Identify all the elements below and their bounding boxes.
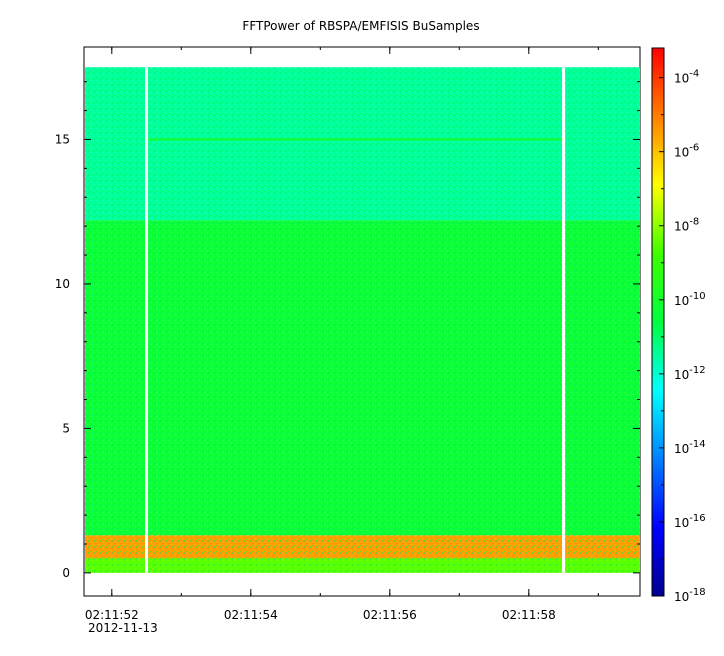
heatmap-texture bbox=[85, 220, 640, 536]
colorbar bbox=[651, 47, 665, 597]
y-tick-label: 5 bbox=[62, 421, 70, 435]
y-tick-label: 15 bbox=[55, 132, 70, 146]
data-gaps bbox=[145, 67, 566, 573]
heatmap-texture bbox=[85, 558, 640, 573]
heatmap-texture bbox=[85, 535, 640, 559]
x-date-label: 2012-11-13 bbox=[88, 621, 158, 635]
colorbar-tick-label: 10-10 bbox=[674, 291, 706, 308]
data-gap bbox=[145, 67, 149, 573]
y-tick-label: 0 bbox=[62, 566, 70, 580]
heatmap bbox=[85, 67, 640, 573]
colorbar-tick-label: 10-12 bbox=[674, 365, 706, 382]
x-tick-label: 02:11:54 bbox=[224, 608, 278, 622]
y-axis: 0 5 10 15 bbox=[55, 81, 640, 580]
x-axis: 2012-11-13 02:11:52 02:11:54 02:11:56 02:11… bbox=[85, 47, 599, 635]
x-tick-label: 02:11:58 bbox=[502, 608, 556, 622]
chart-title: FFTPower of RBSPA/EMFISIS BuSamples bbox=[242, 19, 479, 33]
colorbar-tick-label: 10-14 bbox=[674, 439, 706, 456]
y-tick-label: 10 bbox=[55, 277, 70, 291]
colorbar-tick-label: 10-4 bbox=[674, 69, 699, 86]
colorbar-tick-label: 10-18 bbox=[674, 587, 706, 604]
x-tick-label: 02:11:56 bbox=[363, 608, 417, 622]
colorbar-tick-label: 10-6 bbox=[674, 143, 699, 160]
x-tick-label: 02:11:52 bbox=[85, 608, 139, 622]
heatmap-texture bbox=[85, 67, 640, 221]
colorbar-tick-label: 10-16 bbox=[674, 513, 706, 530]
data-gap bbox=[562, 67, 566, 573]
line-feature bbox=[146, 138, 564, 141]
colorbar-tick-label: 10-8 bbox=[674, 217, 699, 234]
colorbar-axis: 10-4 10-6 10-8 10-10 10-12 10-14 10-16 10-18 bbox=[659, 69, 706, 604]
